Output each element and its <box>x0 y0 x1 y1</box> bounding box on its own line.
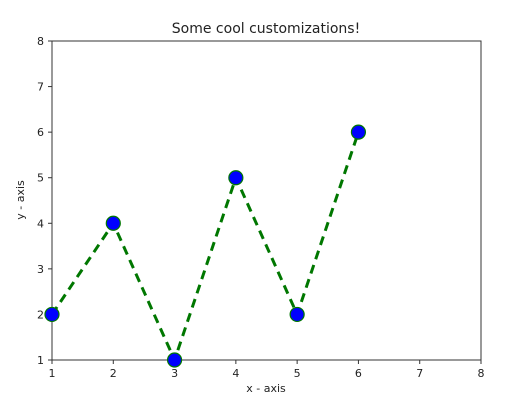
y-tick-label: 1 <box>37 354 44 367</box>
y-axis-label: y - axis <box>14 180 27 220</box>
series-line <box>50 131 360 362</box>
data-point <box>289 306 305 323</box>
series-layer <box>44 124 367 368</box>
x-tick-label: 5 <box>294 367 301 380</box>
plot-area-frame <box>51 40 482 361</box>
x-tick-label: 2 <box>110 367 117 380</box>
y-tick-label: 5 <box>37 172 44 185</box>
y-tick-label: 8 <box>37 35 44 48</box>
x-tick-label: 1 <box>49 367 56 380</box>
y-tick-label: 6 <box>37 126 44 139</box>
x-tick-label: 6 <box>355 367 362 380</box>
y-tick-label: 7 <box>37 81 44 94</box>
x-tick-label: 3 <box>171 367 178 380</box>
x-axis-label: x - axis <box>246 382 286 395</box>
x-tick-label: 4 <box>232 367 239 380</box>
x-tick-label: 7 <box>416 367 423 380</box>
data-point <box>166 352 183 368</box>
data-point <box>350 124 367 140</box>
y-tick-label: 2 <box>37 308 44 321</box>
data-point <box>105 215 121 231</box>
y-tick-label: 4 <box>37 217 44 230</box>
y-axis: 1 2 3 4 5 6 7 8 <box>37 35 52 367</box>
x-tick-label: 8 <box>478 367 485 380</box>
x-axis: 1 2 3 4 5 6 7 8 <box>49 360 485 380</box>
data-point <box>44 306 60 323</box>
data-point <box>228 170 244 186</box>
y-tick-label: 3 <box>37 263 44 276</box>
chart-title: Some cool customizations! <box>172 21 360 37</box>
